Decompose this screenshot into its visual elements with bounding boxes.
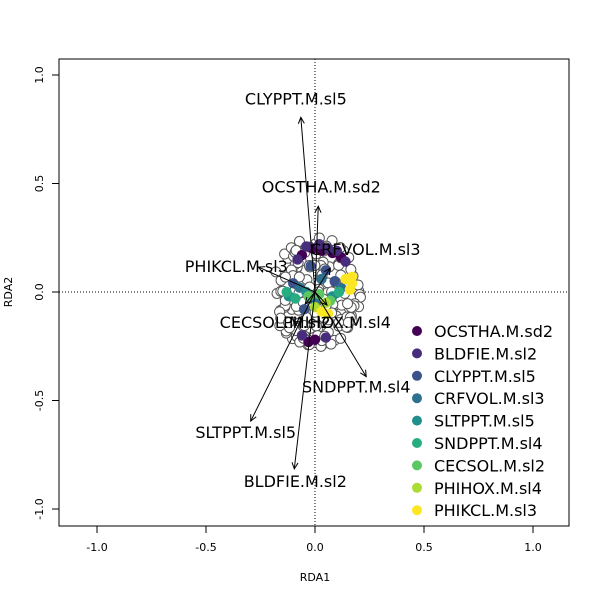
legend-label: PHIHOX.M.sl4 (434, 479, 542, 498)
arrow-label: PHIKCL.M.sl3 (185, 257, 288, 276)
site-point-colored (298, 304, 310, 315)
arrow-head (324, 267, 331, 276)
x-axis-title: RDA1 (300, 571, 330, 584)
arrow-shaft (314, 291, 367, 377)
y-tick-label: 1.0 (33, 66, 46, 84)
site-point-colored (322, 243, 334, 254)
site-point-colored (346, 271, 358, 283)
legend: OCSTHA.M.sd2 BLDFIE.M.sl2 CLYPPT.M.sl5 CRFV… (412, 322, 553, 520)
site-point-colored (305, 260, 316, 272)
legend-swatch (412, 348, 422, 359)
x-tick-label: -0.5 (195, 541, 216, 554)
arrow-head (360, 369, 367, 378)
arrow-head (297, 116, 305, 125)
legend-label: CRFVOL.M.sl3 (434, 389, 545, 408)
site-point-colored (340, 256, 351, 267)
legend-swatch (412, 438, 422, 448)
legend-label: CLYPPT.M.sl5 (434, 367, 536, 386)
arrow-label: SNDPPT.M.sl4 (302, 378, 411, 397)
legend-swatch (412, 393, 422, 404)
legend-label: CECSOL.M.sl2 (434, 456, 545, 475)
legend-label: BLDFIE.M.sl2 (434, 344, 537, 363)
site-point-colored (329, 275, 340, 287)
environmental-arrows: CLYPPT.M.sl5 OCSTHA.M.sd2 PHIKCL.M.sl3 CRFV… (185, 89, 421, 491)
legend-swatch (412, 370, 422, 381)
y-tick-label: 0.0 (33, 283, 46, 301)
site-point-gray (283, 317, 295, 329)
x-tick-label: -1.0 (86, 541, 107, 554)
y-tick-label: 0.5 (33, 175, 46, 193)
arrow-label: SLTPPT.M.sl5 (195, 423, 296, 442)
arrow-head (304, 297, 312, 305)
site-point-colored (290, 293, 301, 304)
legend-swatch (412, 415, 422, 426)
x-tick-label: 1.0 (524, 541, 542, 554)
arrow-shaft (314, 267, 331, 293)
site-point-colored (292, 254, 303, 265)
site-point-colored (316, 273, 327, 285)
arrow-label: BLDFIE.M.sl2 (244, 472, 347, 491)
site-point-gray (298, 320, 310, 332)
legend-label: OCSTHA.M.sd2 (434, 322, 553, 341)
arrow-label: CECSOL.M.sl2 (220, 313, 331, 332)
arrow-shaft (314, 291, 328, 306)
site-point-gray (342, 316, 354, 328)
x-tick-label: 0.5 (415, 541, 433, 554)
arrow-shaft (304, 291, 316, 305)
arrow-head (250, 414, 257, 423)
arrow-head (314, 205, 322, 213)
legend-label: PHIKCL.M.sl3 (434, 501, 537, 520)
arrow-shaft (314, 206, 319, 293)
site-point-colored (296, 330, 308, 341)
site-point-colored (344, 284, 356, 296)
legend-swatch (412, 326, 422, 336)
site-point-gray (293, 271, 305, 283)
site-point-gray (342, 298, 354, 310)
y-axis-title: RDA2 (2, 277, 15, 307)
site-point-gray (335, 332, 347, 344)
arrow-head (257, 266, 266, 273)
arrow-shaft (300, 117, 316, 293)
x-tick-label: 0.0 (306, 541, 324, 554)
arrow-shaft (258, 266, 316, 293)
arrow-head (291, 462, 299, 470)
site-point-colored (331, 245, 342, 256)
legend-swatch (412, 505, 422, 516)
legend-swatch (412, 482, 422, 493)
site-point-colored (301, 241, 312, 252)
site-point-colored (333, 286, 345, 298)
site-point-colored (309, 334, 321, 345)
x-axis: -1.0 -0.5 0.0 0.5 1.0 (86, 525, 542, 554)
legend-label: SLTPPT.M.sl5 (434, 412, 535, 431)
arrow-label: PHIHOX.M.sl4 (283, 313, 391, 332)
site-points-colored (281, 239, 358, 348)
y-tick-label: -0.5 (33, 390, 46, 411)
arrow-label: CRFVOL.M.sl3 (310, 240, 421, 259)
arrow-label: OCSTHA.M.sd2 (262, 177, 381, 196)
y-tick-label: -1.0 (33, 498, 46, 519)
y-axis: -1.0 -0.5 0.0 0.5 1.0 (33, 66, 60, 520)
site-point-gray (270, 266, 282, 278)
site-point-colored (281, 286, 292, 298)
legend-label: SNDPPT.M.sl4 (434, 434, 543, 453)
arrow-head (320, 298, 328, 306)
site-point-colored (320, 332, 332, 343)
arrow-label: CLYPPT.M.sl5 (245, 89, 347, 108)
legend-swatch (412, 460, 422, 471)
arrow-shaft (293, 291, 316, 469)
site-point-colored (314, 288, 325, 300)
arrow-shaft (250, 291, 316, 422)
